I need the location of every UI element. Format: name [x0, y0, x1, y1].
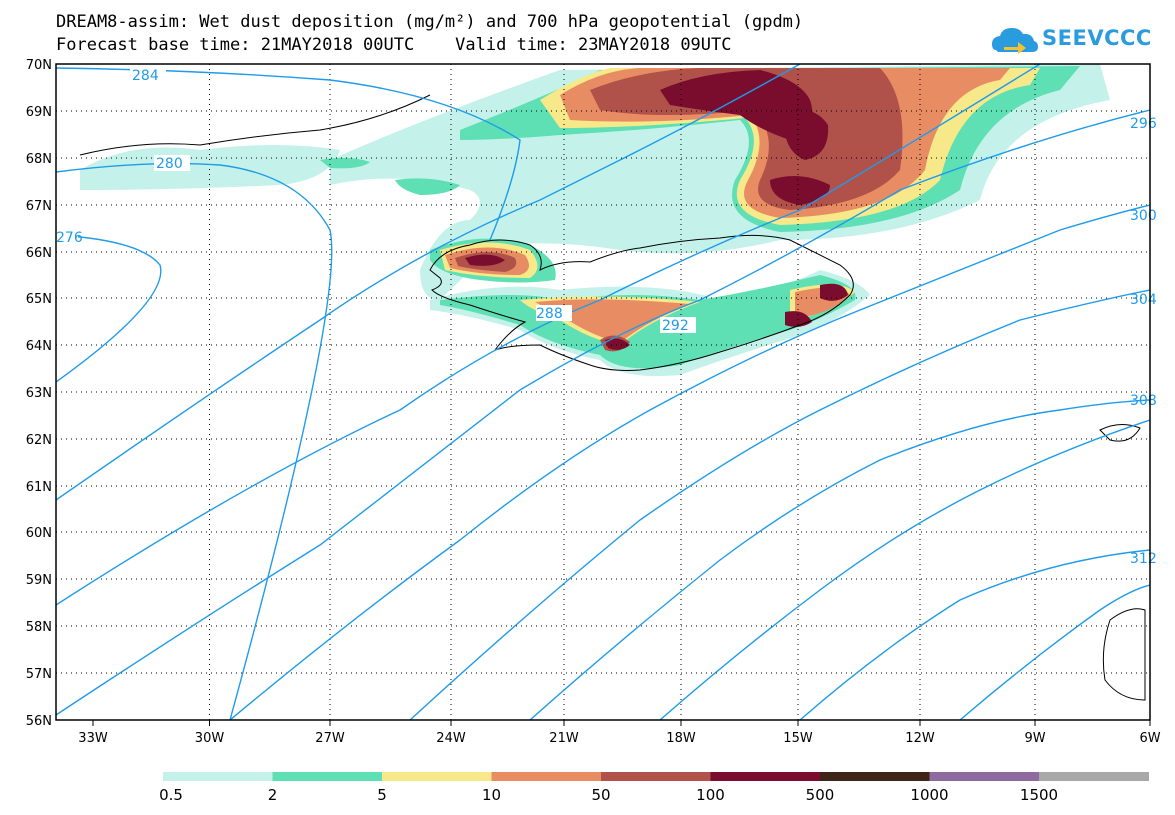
- colorbar-label: 100: [696, 786, 725, 804]
- colorbar-swatch: [601, 772, 711, 781]
- lat-label: 69N: [26, 105, 52, 120]
- contour-label-308: 308: [1130, 393, 1157, 409]
- colorbar-swatch: [163, 772, 273, 781]
- contour-label-288: 288: [536, 306, 563, 322]
- contour-label-292: 292: [662, 318, 689, 334]
- colorbar-swatch: [1039, 772, 1149, 781]
- lon-label: 30W: [195, 731, 225, 746]
- contour-label-304: 304: [1130, 292, 1157, 308]
- lon-label: 24W: [436, 731, 466, 746]
- colorbar-swatch: [491, 772, 602, 781]
- colorbar-label: 50: [591, 786, 611, 804]
- lat-label: 60N: [26, 526, 52, 541]
- lon-label: 12W: [905, 731, 935, 746]
- lat-label: 56N: [26, 714, 52, 729]
- contour-labels: 284 280 276 288 292 296 300 304 308 312: [56, 67, 1157, 567]
- lon-labels: 33W 30W 27W 24W 21W 18W 15W 12W 9W 6W: [78, 731, 1160, 746]
- lat-label: 64N: [26, 339, 52, 354]
- colorbar-label: 500: [805, 786, 835, 804]
- plot-frame: [55, 63, 1151, 721]
- lat-label: 70N: [26, 58, 52, 73]
- lat-labels: 70N 69N 68N 67N 66N 65N 64N 63N 62N 61N …: [26, 58, 52, 729]
- lon-label: 15W: [783, 731, 813, 746]
- dust-fields: [80, 64, 1110, 376]
- lat-label: 58N: [26, 620, 52, 635]
- lat-label: 68N: [26, 152, 52, 167]
- lon-label: 27W: [315, 731, 345, 746]
- contour-label-284: 284: [132, 68, 159, 84]
- lat-label: 66N: [26, 246, 52, 261]
- lon-label: 6W: [1139, 731, 1160, 746]
- lat-label: 57N: [26, 667, 52, 682]
- colorbar-swatch: [382, 772, 492, 781]
- colorbar-label: 1000: [910, 786, 949, 804]
- map-title: DREAM8-assim: Wet dust deposition (mg/m²…: [56, 12, 804, 32]
- colorbar-swatch: [272, 772, 383, 781]
- lat-label: 61N: [26, 480, 52, 495]
- contour-label-296: 296: [1130, 116, 1157, 132]
- cloud-logo-icon: [992, 28, 1038, 54]
- colorbar-swatch: [820, 772, 930, 781]
- colorbar: [163, 772, 1149, 781]
- map-subtitle: Forecast base time: 21MAY2018 00UTC Vali…: [56, 35, 732, 55]
- lon-label: 9W: [1024, 731, 1045, 746]
- lon-label: 21W: [549, 731, 579, 746]
- geopotential-contours: [56, 64, 1150, 720]
- colorbar-label: 10: [481, 786, 502, 804]
- lon-label: 33W: [78, 731, 108, 746]
- logo-text: SEEVCCC: [1042, 26, 1152, 50]
- colorbar-label: 0.5: [159, 786, 183, 804]
- tick-marks: [92, 720, 1151, 726]
- coastlines: [79, 94, 1146, 701]
- contour-label-280: 280: [156, 156, 183, 172]
- contour-label-276: 276: [56, 230, 83, 246]
- lat-label: 65N: [26, 292, 52, 307]
- contour-label-300: 300: [1130, 208, 1157, 224]
- colorbar-swatch: [929, 772, 1040, 781]
- colorbar-label: 2: [267, 786, 278, 804]
- colorbar-swatch: [710, 772, 821, 781]
- lon-label: 18W: [666, 731, 696, 746]
- colorbar-label: 5: [377, 786, 387, 804]
- colorbar-label: 1500: [1019, 786, 1059, 804]
- lat-label: 67N: [26, 199, 52, 214]
- lat-label: 62N: [26, 433, 52, 448]
- lat-label: 59N: [26, 573, 52, 588]
- contour-label-312: 312: [1130, 551, 1157, 567]
- lat-label: 63N: [26, 386, 52, 401]
